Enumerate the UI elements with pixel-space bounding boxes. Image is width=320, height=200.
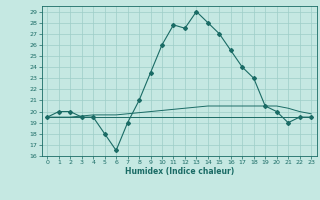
X-axis label: Humidex (Indice chaleur): Humidex (Indice chaleur) — [124, 167, 234, 176]
